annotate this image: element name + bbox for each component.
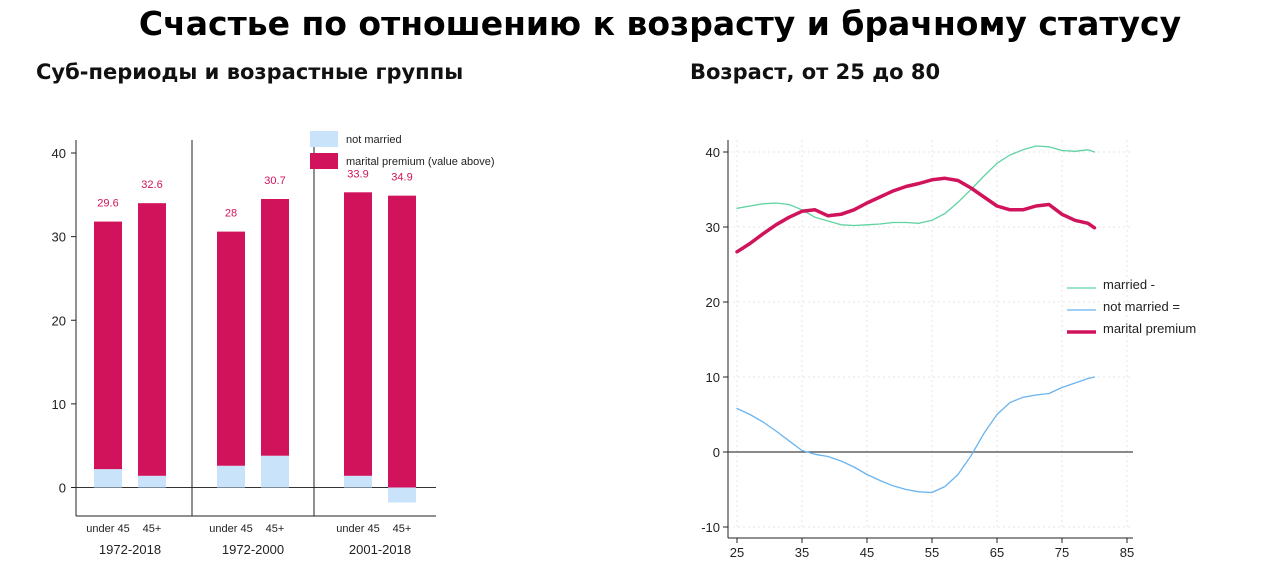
- bar-value-label: 30.7: [264, 175, 285, 187]
- line-series-marital-premium: [735, 176, 1097, 254]
- bar-value-label: 28: [225, 208, 237, 220]
- bar-value-label: 34.9: [391, 172, 412, 184]
- line-x-tick-label: 75: [1055, 545, 1069, 560]
- bar-marital-premium: [261, 198, 289, 456]
- bar-value-label: 29.6: [97, 198, 118, 210]
- bar-y-tick-label: 10: [52, 397, 66, 412]
- bar-category-label: under 45: [86, 523, 129, 535]
- line-y-tick-label: 0: [713, 445, 720, 460]
- legend-label-premium: marital premium (value above): [346, 156, 495, 168]
- legend-married-label: married -: [1103, 277, 1155, 292]
- legend-swatch-premium: [310, 153, 338, 169]
- line-y-tick-label: 20: [706, 295, 720, 310]
- bar-not-married: [344, 475, 372, 488]
- bar-category-label: 45+: [266, 523, 285, 535]
- line-x-tick-label: 45: [860, 545, 874, 560]
- bar-group-label: 2001-2018: [349, 542, 411, 557]
- bar-marital-premium: [344, 192, 372, 476]
- page-title: Счастье по отношению к возрасту и брачно…: [138, 4, 1182, 43]
- bar-y-tick-label: 40: [52, 146, 66, 161]
- line-x-tick-label: 65: [990, 545, 1004, 560]
- right-chart-subtitle: Возраст, от 25 до 80: [690, 60, 941, 84]
- bar-y-tick-label: 30: [52, 230, 66, 245]
- line-x-tick-label: 85: [1120, 545, 1134, 560]
- bar-marital-premium: [138, 203, 166, 476]
- line-y-tick-label: 30: [706, 220, 720, 235]
- bar-y-tick-label: 20: [52, 313, 66, 328]
- bar-y-tick-label: 0: [59, 481, 66, 496]
- bar-not-married: [94, 469, 122, 488]
- line-series-not-married: [736, 376, 1096, 494]
- legend-swatch-not-married: [310, 131, 338, 147]
- line-y-tick-label: 40: [706, 145, 720, 160]
- line-x-tick-label: 25: [730, 545, 744, 560]
- bar-category-label: 45+: [143, 523, 162, 535]
- bar-value-label: 33.9: [347, 168, 368, 180]
- bar-category-label: 45+: [393, 523, 412, 535]
- bar-marital-premium: [388, 195, 416, 488]
- legend-label-not-married: not married: [346, 134, 402, 146]
- bar-marital-premium: [217, 231, 245, 466]
- bar-value-label: 32.6: [141, 179, 162, 191]
- line-y-tick-label: -10: [701, 520, 720, 535]
- bar-marital-premium: [94, 221, 122, 470]
- bar-category-label: under 45: [209, 523, 252, 535]
- bar-not-married: [138, 475, 166, 488]
- legend-not-married-label: not married =: [1103, 299, 1180, 314]
- bar-group-label: 1972-2000: [222, 542, 284, 557]
- line-x-tick-label: 55: [925, 545, 939, 560]
- line-y-tick-label: 10: [706, 370, 720, 385]
- left-chart-subtitle: Суб-периоды и возрастные группы: [36, 60, 464, 84]
- bar-category-label: under 45: [336, 523, 379, 535]
- bar-group-label: 1972-2018: [99, 542, 161, 557]
- legend-marital-premium-label: marital premium: [1103, 321, 1196, 336]
- line-series-married: [736, 145, 1096, 227]
- bar-not-married: [261, 455, 289, 488]
- bar-not-married: [217, 465, 245, 488]
- bar-not-married: [388, 487, 416, 503]
- line-x-tick-label: 35: [795, 545, 809, 560]
